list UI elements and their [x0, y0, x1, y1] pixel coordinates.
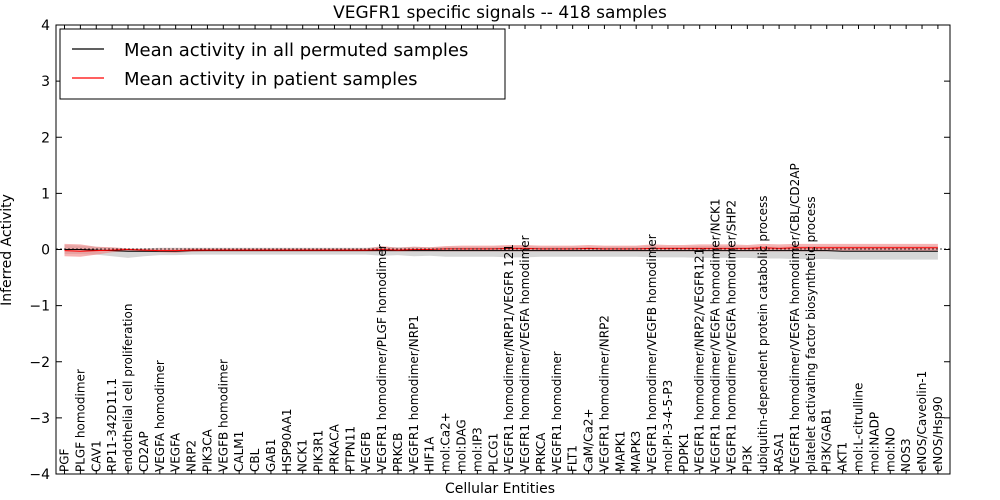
x-category-label: eNOS/Caveolin-1 [915, 371, 929, 472]
x-category-label: VEGFR1 homodimer/NRP2 [597, 315, 611, 472]
y-tick-labels: 4 3 2 1 0 −1 −2 −3 −4 [29, 18, 50, 483]
legend: Mean activity in all permuted samples Me… [59, 28, 506, 100]
y-tick-label: −4 [29, 467, 50, 483]
x-category-label: VEGFR1 homodimer [550, 351, 564, 472]
x-category-label: HIF1A [423, 436, 437, 472]
x-category-label: VEGFR1 homodimer/VEGFA homodimer/NCK1 [709, 198, 723, 472]
y-tick-label: 1 [41, 186, 50, 202]
x-category-label: VEGFR1 homodimer/VEGFA homodimer/SHP2 [725, 200, 739, 472]
y-tick-label: 3 [41, 74, 50, 90]
x-category-label: CALM1 [232, 431, 246, 472]
x-category-label: MAPK1 [613, 431, 627, 472]
x-category-label: FLT1 [566, 445, 580, 472]
x-category-label: endothelial cell proliferation [121, 304, 135, 472]
x-category-label: VEGFA [169, 432, 183, 472]
x-category-label: VEGFR1 homodimer/VEGFA homodimer/CBL/CD2… [788, 163, 802, 472]
x-axis-label: Cellular Entities [445, 481, 555, 497]
y-tick-label: 4 [41, 18, 50, 34]
x-category-label: PI3K/GAB1 [820, 408, 834, 472]
x-category-label: mol:Ca2+ [439, 412, 453, 472]
x-category-label: PRKCA [534, 432, 548, 472]
x-category-label: VEGFR1 homodimer/VEGFB homodimer [645, 234, 659, 472]
legend-box [59, 28, 506, 100]
x-category-label: VEGFR1 homodimer/NRP1 [407, 315, 421, 472]
x-category-label: CAV1 [89, 440, 103, 472]
x-category-label: VEGFR1 homodimer/NRP1/VEGFR 121 [502, 244, 516, 472]
x-category-label: PLGF homodimer [73, 369, 87, 472]
x-category-label: PIK3CA [200, 428, 214, 472]
x-category-label: VEGFR1 homodimer/PLGF homodimer [375, 244, 389, 472]
x-category-label: CD2AP [137, 431, 151, 472]
x-category-label: NCK1 [296, 439, 310, 472]
x-category-label: mol:NO [883, 427, 897, 472]
x-category-label: CBL [248, 448, 262, 472]
y-tick-label: 2 [41, 130, 50, 146]
y-tick-label: −3 [29, 411, 50, 427]
x-category-label: VEGFR1 homodimer/VEGFA homodimer [518, 235, 532, 472]
x-category-label: mol:L-citrulline [852, 383, 866, 472]
x-category-label: mol:IP3 [470, 427, 484, 472]
x-category-label: mol:NADP [867, 412, 881, 472]
x-category-label: VEGFB [359, 432, 373, 472]
x-category-label: PI3K [740, 445, 754, 472]
x-category-label: CaM/Ca2+ [582, 408, 596, 472]
x-category-label: MAPK3 [629, 431, 643, 472]
x-category-label: PDPK1 [677, 433, 691, 472]
x-category-label: PRKACA [328, 423, 342, 472]
y-axis-label: Inferred Activity [0, 194, 15, 306]
axis-ticks [56, 24, 950, 475]
x-category-label: GAB1 [264, 439, 278, 472]
x-category-label: RASA1 [772, 432, 786, 472]
x-category-label: eNOS/Hsp90 [931, 396, 945, 472]
legend-label-patient: Mean activity in patient samples [124, 69, 418, 90]
x-category-label: mol:DAG [455, 419, 469, 472]
x-category-label: PIK3R1 [312, 430, 326, 472]
x-category-label: VEGFA homodimer [153, 360, 167, 472]
y-tick-label: −2 [29, 355, 50, 371]
x-category-label: NOS3 [899, 438, 913, 472]
x-category-label: mol:PI-3-4-5-P3 [661, 380, 675, 472]
category-labels: PGF PLGF homodimer CAV1 RP11-342D11.1 endoth… [58, 163, 945, 472]
x-category-label: PRKCB [391, 433, 405, 472]
x-category-label: PLCG1 [486, 433, 500, 472]
chart-title: VEGFR1 specific signals -- 418 samples [333, 3, 667, 23]
plot-frame [55, 24, 951, 475]
x-category-label: RP11-342D11.1 [105, 378, 119, 472]
x-category-label: NRP2 [185, 440, 199, 472]
x-category-label: VEGFB homodimer [216, 359, 230, 472]
x-category-label: VEGFR1 homodimer/NRP2/VEGFR121 [693, 248, 707, 472]
x-category-label: PGF [58, 448, 72, 472]
y-tick-label: 0 [41, 243, 50, 259]
y-tick-label: −1 [29, 299, 50, 315]
x-category-label: AKT1 [836, 442, 850, 472]
x-category-label: HSP90AA1 [280, 408, 294, 472]
x-category-label: ubiquitin-dependent protein catabolic pr… [756, 196, 770, 472]
x-category-label: PTPN11 [343, 426, 357, 472]
x-category-label: platelet activating factor biosynthetic … [804, 196, 818, 472]
legend-label-permuted: Mean activity in all permuted samples [124, 40, 468, 61]
